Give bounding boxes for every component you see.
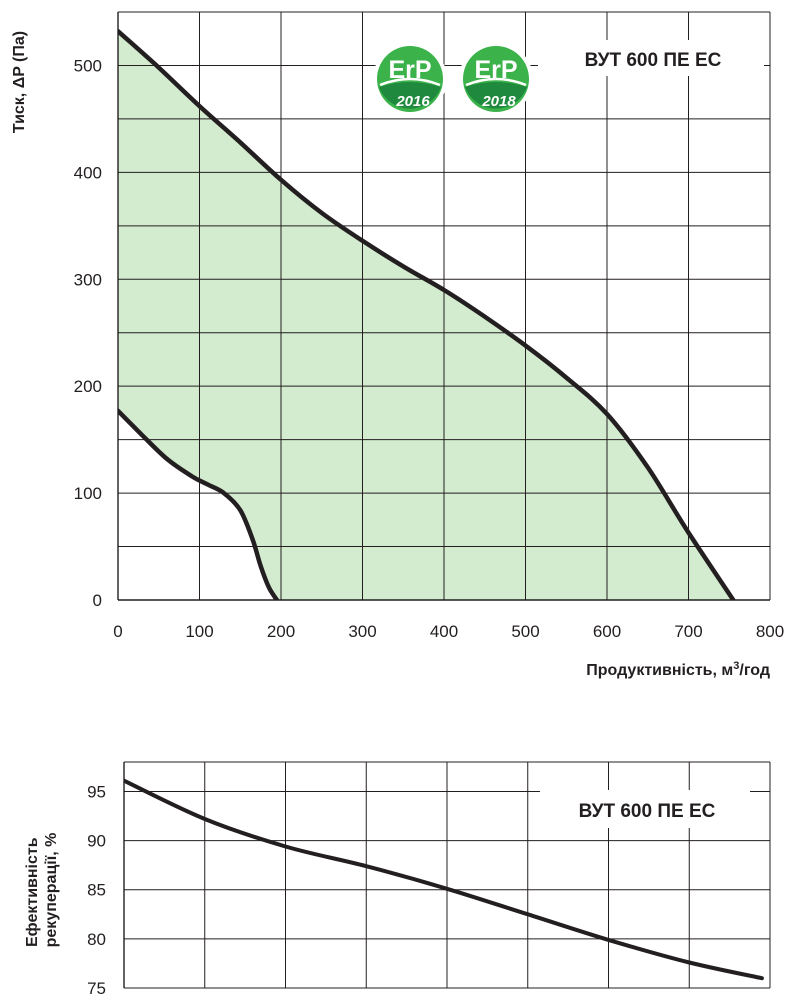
x-tick-label: 0 bbox=[113, 622, 122, 641]
y-tick-label: 75 bbox=[87, 979, 106, 998]
efficiency-chart-title-box bbox=[540, 790, 750, 828]
max-pressure-curve bbox=[118, 28, 736, 600]
x-tick-label: 200 bbox=[267, 622, 295, 641]
pressure-chart-title: ВУТ 600 ПЕ ЕС bbox=[585, 50, 722, 71]
erp-2016-badge: ErP 2016 bbox=[373, 42, 447, 116]
x-tick-label: 300 bbox=[348, 622, 376, 641]
y-tick-label: 100 bbox=[74, 484, 102, 503]
y-tick-label: 500 bbox=[74, 56, 102, 75]
erp-2016-text: ErP bbox=[388, 56, 431, 84]
pressure-x-axis-label: Продуктивність, м3/год bbox=[586, 660, 770, 679]
efficiency-y-axis-label: Ефективність рекуперації, % bbox=[24, 833, 60, 948]
pressure-chart-grid bbox=[117, 11, 771, 600]
pressure-chart-title-box bbox=[538, 40, 764, 76]
x-tick-label: 500 bbox=[511, 622, 539, 641]
efficiency-chart-title: ВУТ 600 ПЕ ЕС bbox=[579, 801, 716, 822]
y-tick-label: 85 bbox=[87, 881, 106, 900]
efficiency-y-tick-labels: 75 80 85 90 95 bbox=[87, 782, 106, 998]
pressure-chart: 0 100 200 300 400 500 0 100 200 300 400 500 600 700 8… bbox=[11, 11, 784, 679]
y-tick-label: 200 bbox=[74, 377, 102, 396]
y-tick-label: 400 bbox=[74, 163, 102, 182]
y-tick-label: 80 bbox=[87, 930, 106, 949]
min-pressure-curve bbox=[118, 408, 280, 600]
pressure-x-tick-labels: 0 100 200 300 400 500 600 700 800 bbox=[113, 622, 784, 641]
erp-2016-year: 2016 bbox=[395, 93, 430, 110]
x-tick-label: 600 bbox=[593, 622, 621, 641]
erp-2018-year: 2018 bbox=[481, 93, 516, 110]
erp-2018-badge: ErP 2018 bbox=[459, 42, 533, 116]
y-tick-label: 90 bbox=[87, 832, 106, 851]
efficiency-chart: 75 80 85 90 95 ВУТ 600 ПЕ ЕС Ефективність ре… bbox=[24, 761, 771, 998]
y-tick-label: 95 bbox=[87, 782, 106, 801]
x-tick-label: 100 bbox=[185, 622, 213, 641]
pressure-y-axis-label: Тиск, ΔP (Па) bbox=[11, 31, 28, 133]
x-tick-label: 400 bbox=[430, 622, 458, 641]
efficiency-chart-grid bbox=[123, 761, 771, 989]
erp-2018-text: ErP bbox=[474, 56, 517, 84]
y-tick-label: 0 bbox=[93, 591, 102, 610]
pressure-y-tick-labels: 0 100 200 300 400 500 bbox=[74, 56, 102, 610]
x-tick-label: 700 bbox=[674, 622, 702, 641]
y-tick-label: 300 bbox=[74, 270, 102, 289]
efficiency-curve bbox=[124, 778, 764, 981]
x-tick-label: 800 bbox=[756, 622, 784, 641]
